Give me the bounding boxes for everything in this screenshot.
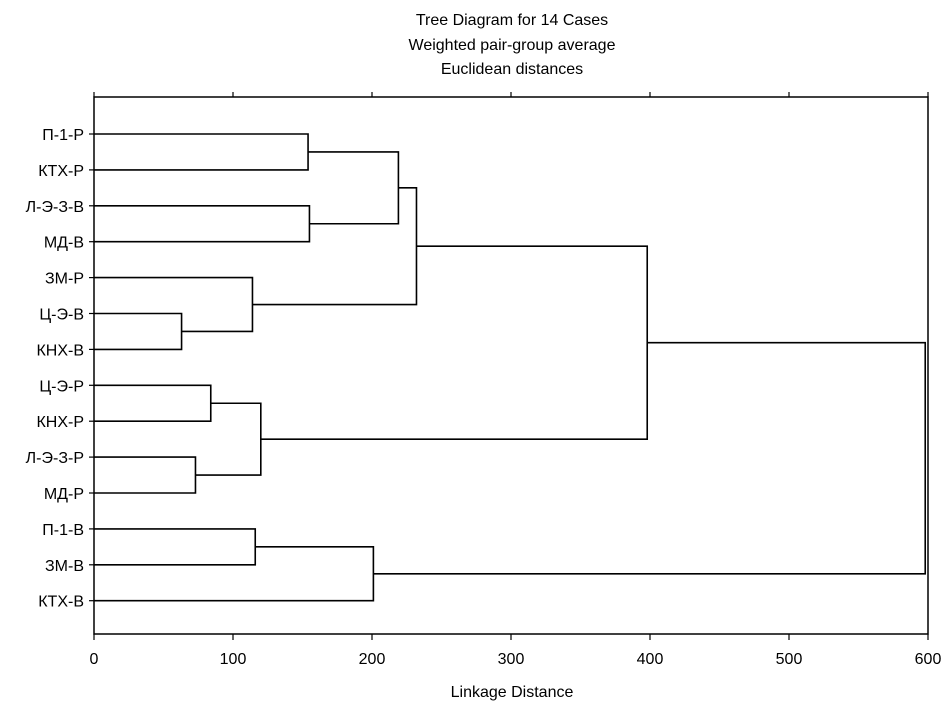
- x-tick-label: 0: [90, 651, 99, 668]
- case-label: МД-Р: [44, 486, 84, 503]
- dendrogram-link: [94, 276, 254, 333]
- case-label: П-1-В: [42, 522, 84, 539]
- case-label: МД-В: [44, 235, 84, 252]
- case-label: ЗМ-Р: [45, 271, 84, 288]
- x-tick-label: 600: [915, 651, 942, 668]
- dendrogram-link: [94, 205, 311, 243]
- case-label: Л-Э-З-В: [26, 199, 84, 216]
- x-axis-ticks: 0 100 200 300 400 500 600: [90, 92, 942, 668]
- case-label: П-1-Р: [42, 127, 84, 144]
- dendrogram-link: [308, 151, 400, 225]
- x-axis-label: Linkage Distance: [451, 684, 574, 701]
- dendrogram-link: [94, 528, 257, 566]
- chart-title: Tree Diagram for 14 Cases: [416, 12, 608, 29]
- x-tick-label: 400: [637, 651, 664, 668]
- dendrogram-link: [94, 133, 309, 171]
- case-label: Л-Э-З-Р: [26, 450, 84, 467]
- x-tick-label: 100: [220, 651, 247, 668]
- plot-frame: [93, 96, 929, 635]
- dendrogram-link: [94, 546, 375, 602]
- dendrogram-links: [94, 133, 927, 602]
- case-label: КНХ-Р: [36, 414, 84, 431]
- case-label: ЗМ-В: [45, 558, 84, 575]
- chart-subtitle-2: Euclidean distances: [441, 61, 583, 78]
- dendrogram-link: [94, 384, 212, 422]
- dendrogram-link: [373, 341, 927, 575]
- case-label: КТХ-В: [38, 594, 84, 611]
- dendrogram-link: [195, 402, 262, 476]
- x-tick-label: 200: [359, 651, 386, 668]
- case-label: КТХ-Р: [38, 163, 84, 180]
- x-tick-label: 300: [498, 651, 525, 668]
- dendrogram-link: [94, 456, 197, 494]
- case-label: Ц-Э-В: [39, 307, 84, 324]
- case-label: Ц-Э-Р: [39, 378, 84, 395]
- case-labels: П-1-Р КТХ-Р Л-Э-З-В МД-В ЗМ-Р Ц-Э-В КНХ-В Ц-Э-Р…: [26, 127, 94, 611]
- chart-subtitle-1: Weighted pair-group average: [409, 37, 616, 54]
- case-label: КНХ-В: [36, 342, 84, 359]
- dendrogram-link: [94, 312, 183, 351]
- dendrogram-link: [260, 245, 649, 440]
- x-tick-label: 500: [776, 651, 803, 668]
